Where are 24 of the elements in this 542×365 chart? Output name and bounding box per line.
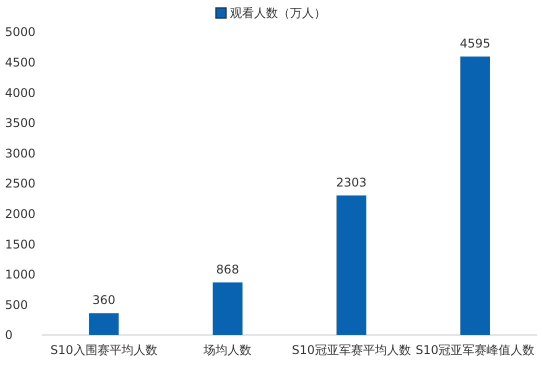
x-tick-label: S10冠亚军赛平均人数 (292, 343, 411, 357)
y-tick-label: 4500 (5, 56, 36, 70)
y-tick-label: 0 (5, 328, 13, 342)
data-label: 868 (216, 262, 240, 276)
y-tick-label: 3000 (5, 146, 36, 160)
data-label: 4595 (460, 36, 490, 51)
y-tick-label: 2000 (5, 207, 36, 221)
bar (460, 56, 490, 335)
bar (89, 313, 119, 335)
data-label: 360 (92, 293, 116, 308)
y-tick-label: 500 (5, 298, 28, 312)
legend-label: 观看人数（万人） (230, 6, 326, 20)
x-tick-label: S10入围赛平均人数 (50, 343, 158, 357)
y-tick-label: 1500 (5, 237, 36, 252)
y-tick-label: 5000 (5, 25, 36, 40)
y-tick-label: 2500 (5, 176, 36, 191)
x-tick-label: S10冠亚军赛峰值人数 (416, 343, 535, 357)
y-tick-label: 3500 (5, 116, 36, 130)
y-tick-label: 4000 (5, 86, 36, 100)
y-tick-label: 1000 (5, 268, 36, 282)
bar (212, 282, 242, 335)
bar (336, 195, 366, 335)
data-label: 2303 (336, 175, 367, 190)
x-tick-label: 场均人数 (202, 343, 252, 357)
